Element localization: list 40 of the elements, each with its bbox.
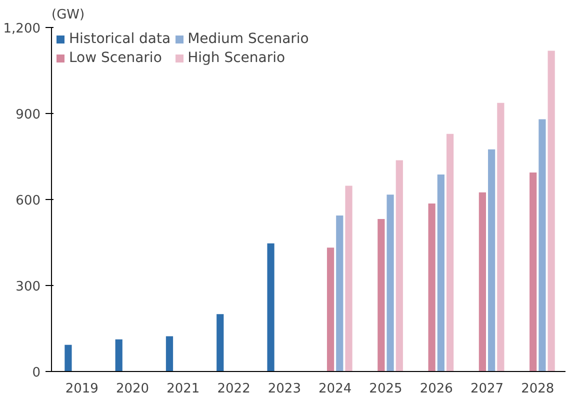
bar	[478, 192, 486, 372]
bar	[267, 243, 274, 372]
bar	[326, 248, 334, 372]
bar	[166, 336, 174, 372]
legend-label: Historical data	[69, 31, 171, 47]
bar	[64, 344, 72, 372]
bar	[437, 174, 444, 372]
legend-label: Medium Scenario	[188, 31, 309, 47]
x-tick-label: 2024	[318, 382, 352, 396]
bar	[336, 216, 344, 372]
bar	[386, 194, 394, 372]
bar	[345, 186, 352, 372]
y-tick-label: 600	[16, 194, 41, 208]
bar	[446, 134, 454, 372]
y-tick-label: 0	[32, 366, 41, 380]
x-tick-label: 2020	[116, 382, 150, 396]
y-axis-title: (GW)	[52, 8, 85, 22]
x-tick-label: 2022	[217, 382, 250, 396]
legend-label: High Scenario	[188, 50, 286, 66]
bar	[428, 204, 436, 372]
x-tick-label: 2021	[166, 382, 200, 396]
bar	[396, 160, 403, 372]
x-tick-label: 2026	[420, 382, 453, 396]
y-tick-label: 1,200	[3, 22, 40, 36]
x-tick-label: 2027	[470, 382, 504, 396]
bar	[378, 218, 385, 372]
y-tick-label: 900	[16, 108, 41, 122]
bar	[530, 172, 537, 372]
bar	[538, 119, 546, 372]
x-tick-label: 2023	[268, 382, 301, 396]
x-tick-label: 2019	[65, 382, 98, 396]
x-tick-label: 2028	[521, 382, 554, 396]
x-tick-label: 2025	[369, 382, 402, 396]
bar	[497, 102, 504, 372]
bar	[115, 339, 122, 372]
bar	[548, 50, 555, 372]
bar	[216, 314, 224, 372]
legend-label: Low Scenario	[69, 50, 162, 66]
bar	[488, 149, 496, 372]
y-tick-label: 300	[16, 280, 41, 294]
